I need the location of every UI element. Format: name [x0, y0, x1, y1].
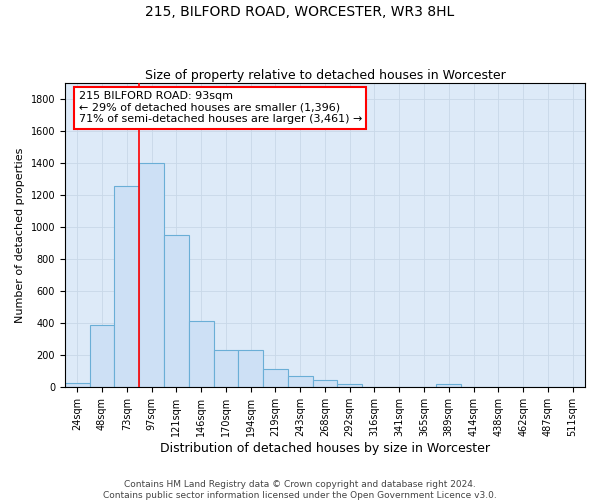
Bar — [65, 384, 89, 388]
Bar — [387, 386, 412, 388]
Bar — [115, 186, 139, 388]
Bar — [412, 386, 436, 388]
Bar — [288, 376, 313, 388]
Text: 215, BILFORD ROAD, WORCESTER, WR3 8HL: 215, BILFORD ROAD, WORCESTER, WR3 8HL — [145, 5, 455, 19]
Bar — [362, 386, 387, 388]
Title: Size of property relative to detached houses in Worcester: Size of property relative to detached ho… — [145, 69, 505, 82]
Bar — [313, 380, 337, 388]
Bar — [461, 386, 486, 388]
Bar — [214, 350, 238, 388]
Bar — [337, 384, 362, 388]
Bar — [164, 236, 189, 388]
Bar — [238, 350, 263, 388]
Bar — [486, 386, 511, 388]
Bar — [89, 325, 115, 388]
Bar — [189, 321, 214, 388]
Text: Contains HM Land Registry data © Crown copyright and database right 2024.
Contai: Contains HM Land Registry data © Crown c… — [103, 480, 497, 500]
Bar — [436, 384, 461, 388]
Y-axis label: Number of detached properties: Number of detached properties — [15, 148, 25, 323]
X-axis label: Distribution of detached houses by size in Worcester: Distribution of detached houses by size … — [160, 442, 490, 455]
Bar — [139, 163, 164, 388]
Bar — [263, 369, 288, 388]
Text: 215 BILFORD ROAD: 93sqm
← 29% of detached houses are smaller (1,396)
71% of semi: 215 BILFORD ROAD: 93sqm ← 29% of detache… — [79, 91, 362, 124]
